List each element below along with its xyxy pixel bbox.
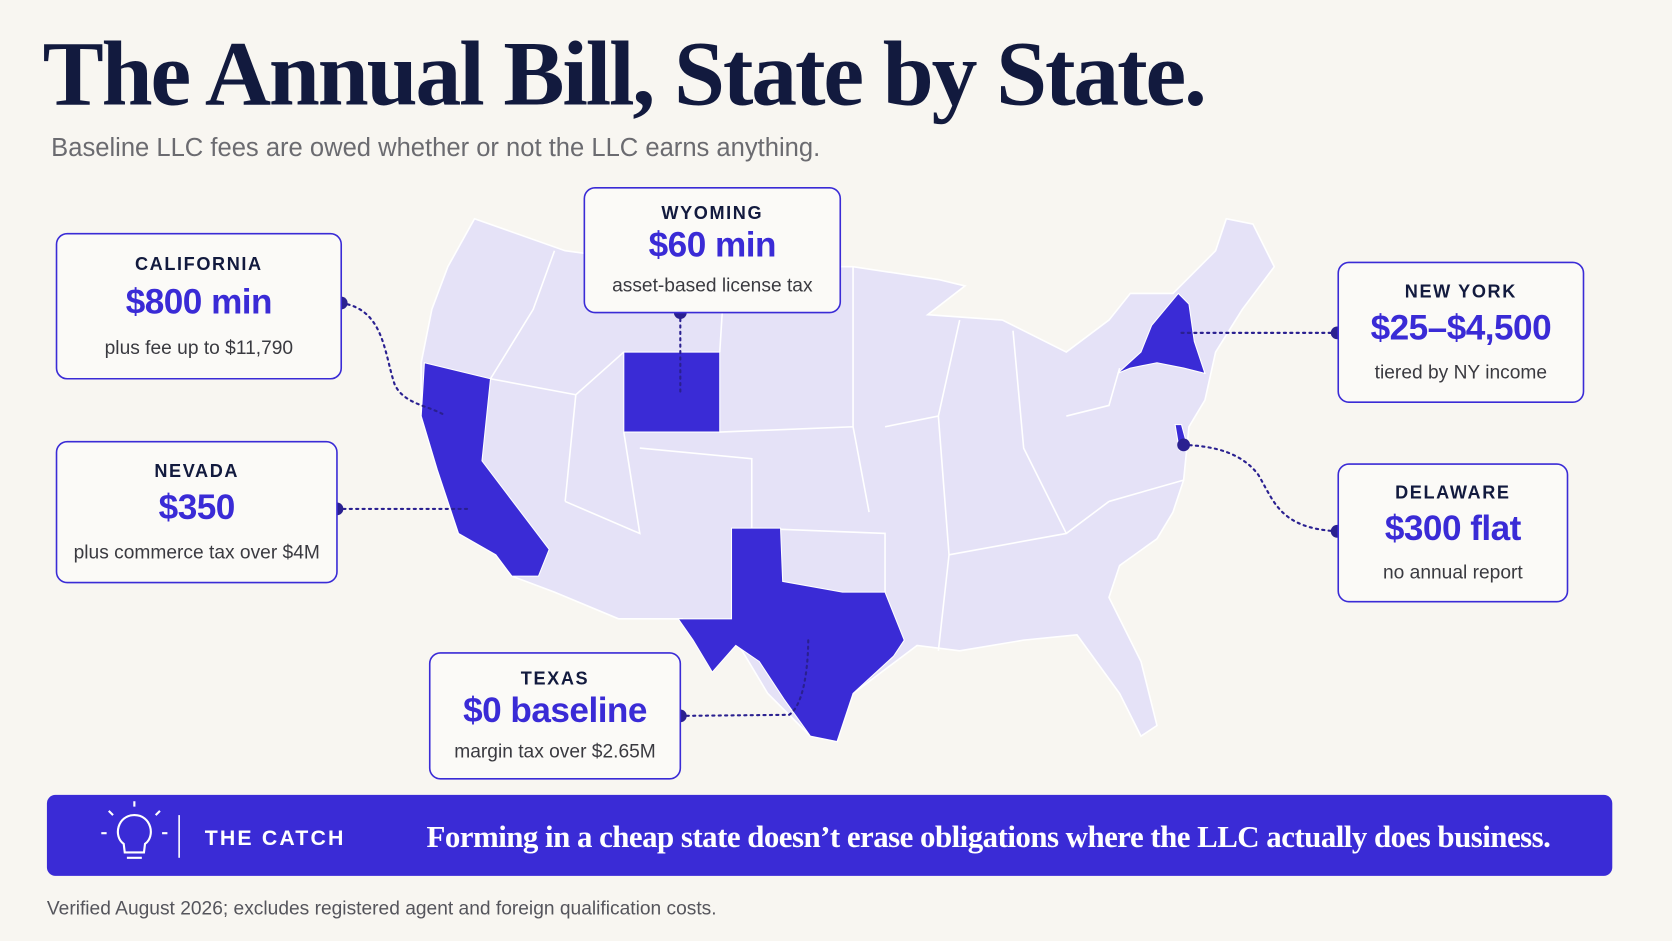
callout-box <box>1337 463 1569 603</box>
callout-amount: $300 flat <box>1385 509 1522 548</box>
callout-box <box>55 440 338 584</box>
callout-state: CALIFORNIA <box>135 254 263 274</box>
title: The Annual Bill, State by State. <box>43 23 1205 125</box>
connector-dot <box>1177 438 1191 452</box>
callout-state: TEXAS <box>521 668 589 688</box>
catch-text: Forming in a cheap state doesn’t erase o… <box>427 819 1551 854</box>
callout-note: asset-based license tax <box>612 275 813 296</box>
footer: Verified August 2026; excludes registere… <box>47 898 717 919</box>
california <box>420 362 550 577</box>
new-york <box>1117 292 1206 375</box>
bulb-icon <box>101 801 168 859</box>
callout-box <box>583 186 842 314</box>
subtitle: Baseline LLC fees are owed whether or no… <box>51 134 820 162</box>
callout-note: plus fee up to $11,790 <box>105 338 293 359</box>
us-outline <box>420 217 1276 743</box>
callout-note: tiered by NY income <box>1375 362 1547 383</box>
texas <box>677 527 905 743</box>
wyoming <box>623 351 721 433</box>
callout-amount: $800 min <box>126 282 272 321</box>
callout-box <box>55 232 343 380</box>
callouts: CALIFORNIA $800 min plus fee up to $11,790… <box>55 186 1585 780</box>
connector <box>1182 443 1339 533</box>
catch-banner <box>46 794 1613 876</box>
callout-amount: $350 <box>159 488 235 527</box>
callout-state: NEVADA <box>154 461 239 481</box>
callout-state: DELAWARE <box>1395 483 1510 503</box>
callout-amount: $60 min <box>649 225 776 264</box>
callout-box <box>428 652 682 780</box>
connector <box>340 301 444 416</box>
callout-note: plus commerce tax over $4M <box>74 543 320 564</box>
catch-label: THE CATCH <box>205 826 346 850</box>
connector <box>679 636 810 717</box>
callout-amount: $25–$4,500 <box>1371 308 1552 347</box>
callout-state: WYOMING <box>661 203 763 223</box>
callout-amount: $0 baseline <box>463 691 647 730</box>
callout-note: no annual report <box>1383 562 1523 583</box>
callout-state: NEW YORK <box>1405 281 1517 301</box>
us-map <box>420 217 1276 743</box>
callout-note: margin tax over $2.65M <box>454 741 656 762</box>
callout-box <box>1337 261 1585 404</box>
